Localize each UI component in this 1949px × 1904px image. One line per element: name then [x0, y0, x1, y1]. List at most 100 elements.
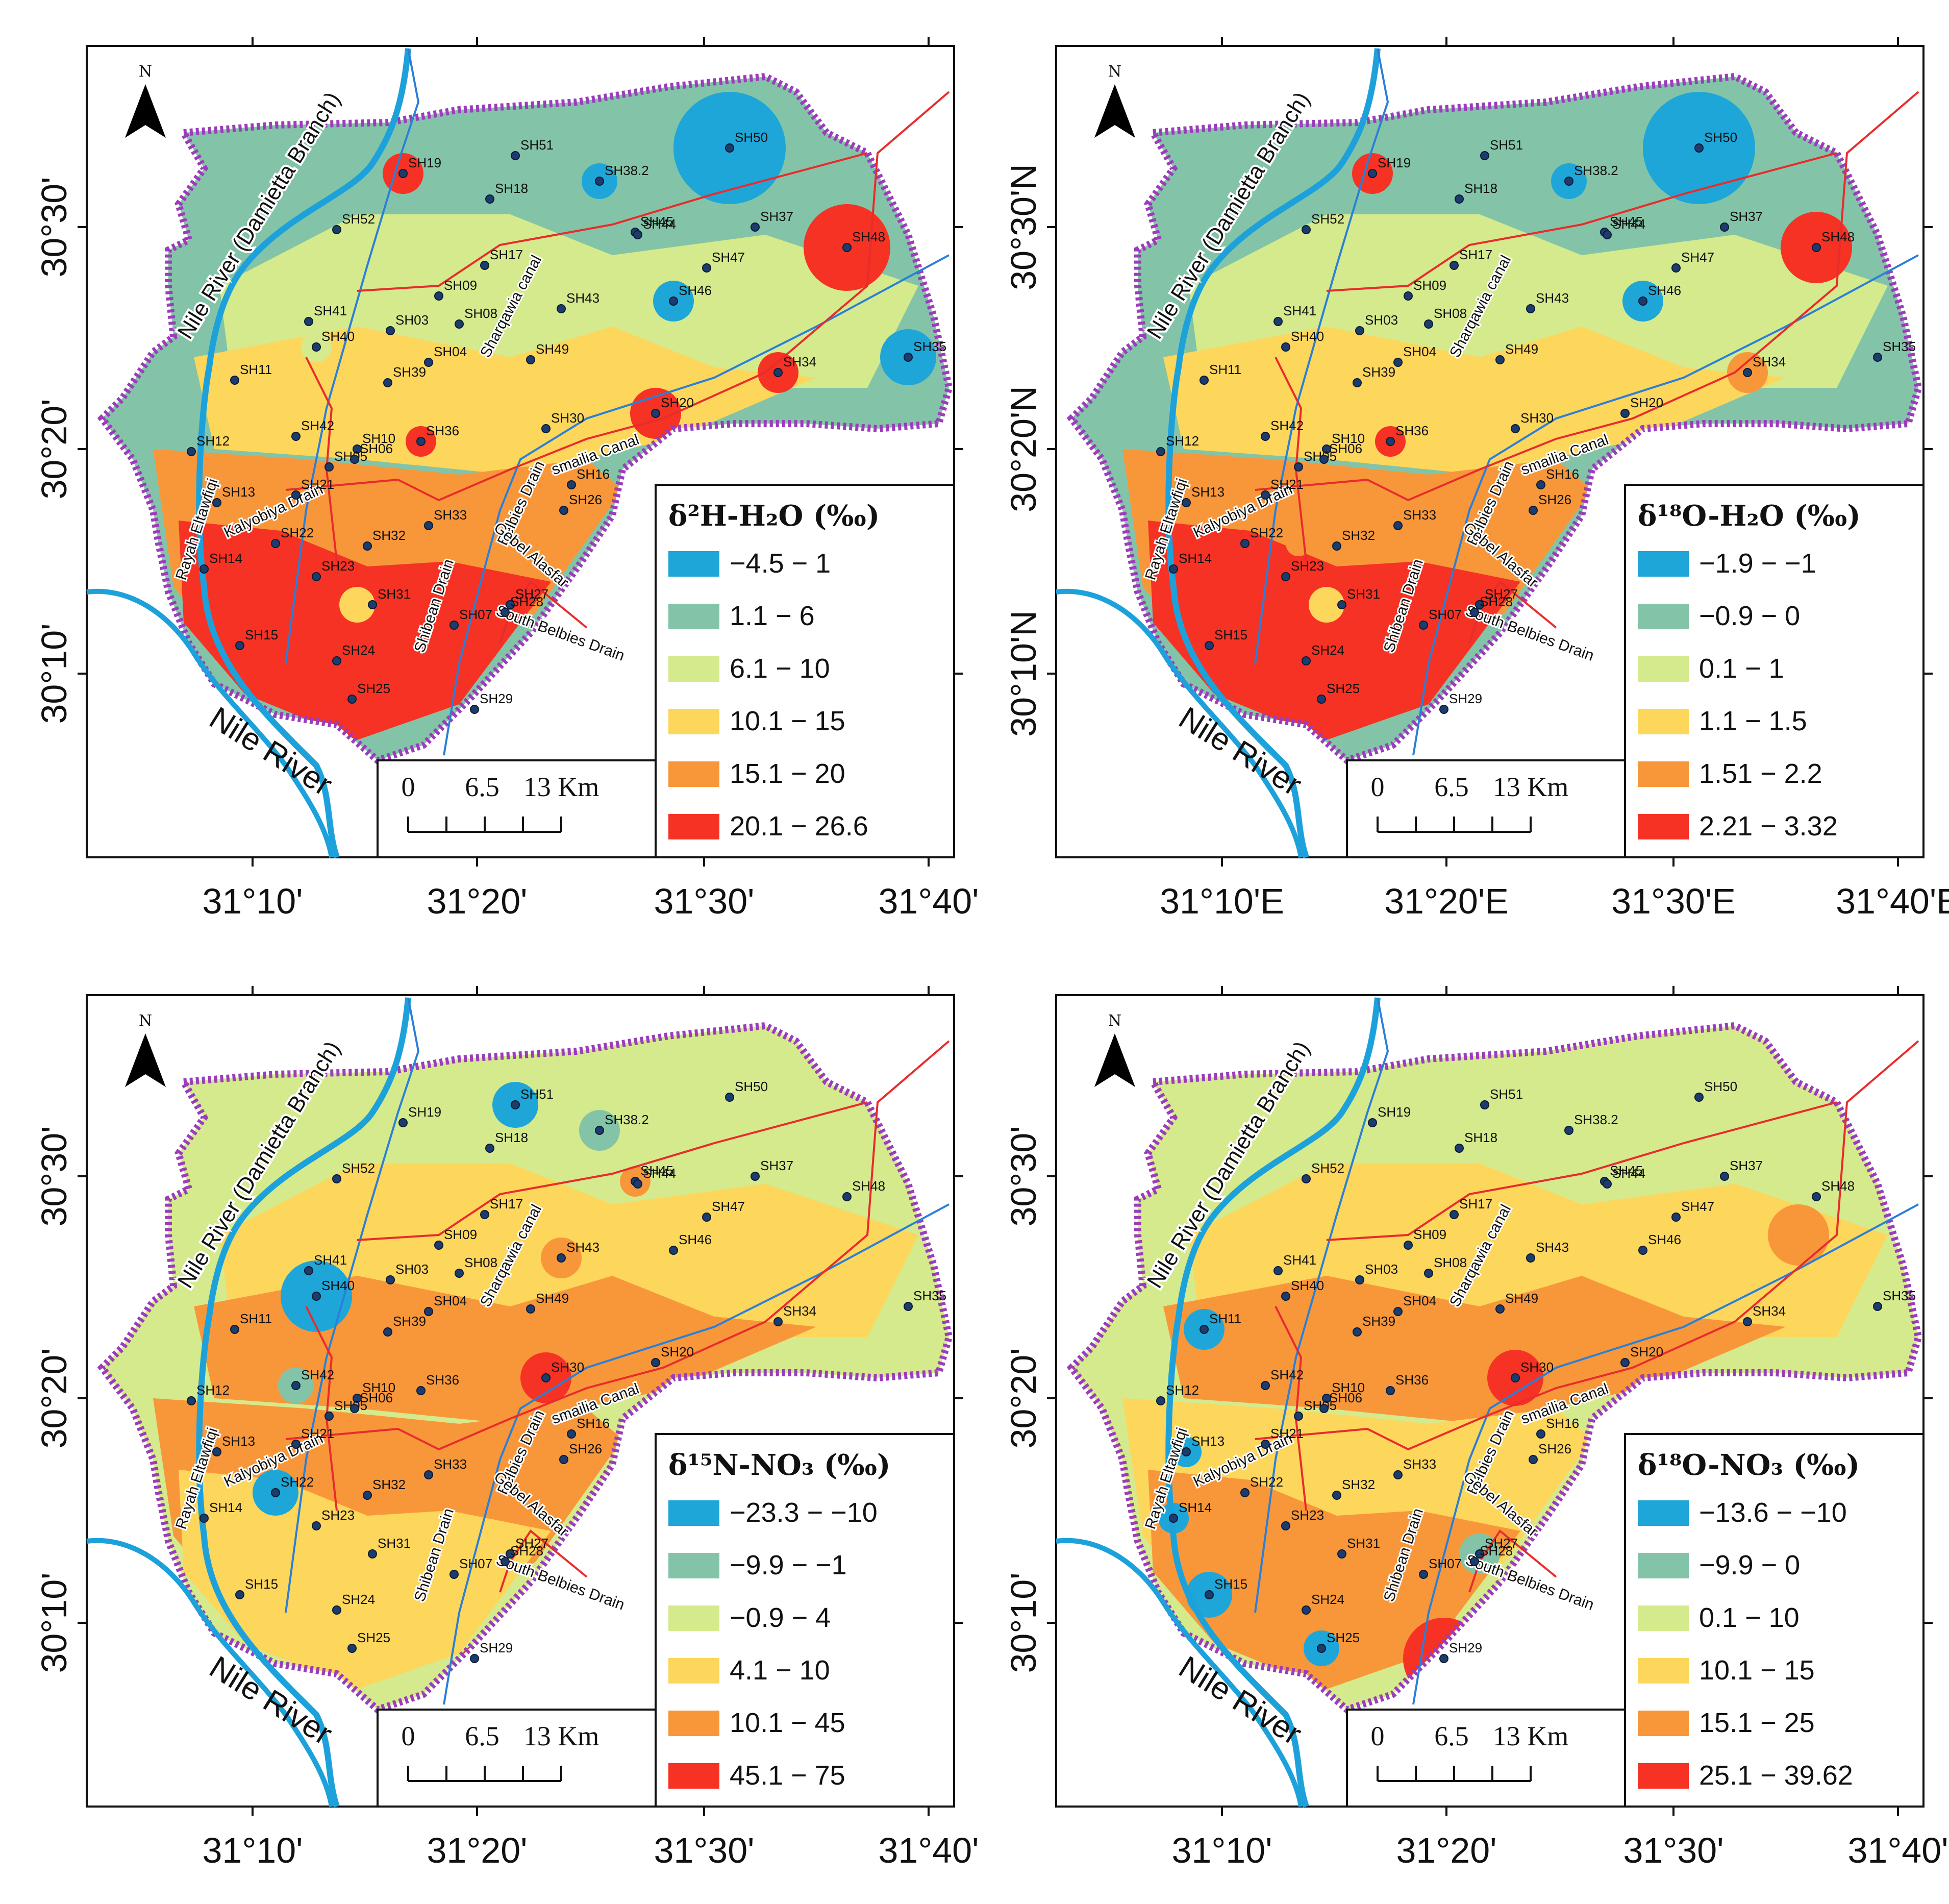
- site-marker[interactable]: [1475, 1549, 1484, 1559]
- site-marker[interactable]: [449, 1570, 459, 1579]
- site-marker[interactable]: [1294, 1412, 1303, 1421]
- site-marker[interactable]: [187, 447, 196, 456]
- site-marker[interactable]: [1302, 656, 1311, 665]
- site-marker[interactable]: [398, 169, 408, 178]
- site-marker[interactable]: [230, 376, 239, 385]
- site-marker[interactable]: [1536, 480, 1545, 489]
- site-marker[interactable]: [212, 498, 221, 507]
- site-marker[interactable]: [1480, 1100, 1489, 1109]
- site-marker[interactable]: [1302, 225, 1311, 234]
- site-marker[interactable]: [1526, 1253, 1535, 1263]
- site-marker[interactable]: [424, 1470, 433, 1479]
- site-marker[interactable]: [1205, 641, 1214, 650]
- site-marker[interactable]: [199, 564, 209, 574]
- site-marker[interactable]: [386, 1275, 395, 1284]
- site-marker[interactable]: [1620, 1358, 1630, 1367]
- site-marker[interactable]: [350, 1404, 359, 1413]
- site-marker[interactable]: [1319, 1404, 1329, 1413]
- site-marker[interactable]: [595, 177, 604, 186]
- site-marker[interactable]: [312, 572, 321, 581]
- site-marker[interactable]: [470, 705, 479, 714]
- site-marker[interactable]: [455, 319, 464, 329]
- site-marker[interactable]: [416, 437, 426, 446]
- site-marker[interactable]: [1294, 462, 1303, 472]
- site-marker[interactable]: [1261, 1440, 1270, 1449]
- site-marker[interactable]: [511, 1100, 520, 1109]
- site-marker[interactable]: [480, 261, 489, 270]
- site-marker[interactable]: [1743, 1317, 1752, 1326]
- site-marker[interactable]: [332, 1605, 341, 1615]
- site-marker[interactable]: [324, 1412, 334, 1421]
- site-marker[interactable]: [1322, 444, 1331, 454]
- site-marker[interactable]: [1812, 243, 1821, 252]
- site-marker[interactable]: [304, 1266, 313, 1275]
- site-marker[interactable]: [773, 368, 783, 377]
- site-marker[interactable]: [1450, 261, 1459, 270]
- site-marker[interactable]: [506, 1549, 515, 1559]
- site-marker[interactable]: [1281, 1292, 1290, 1301]
- site-marker[interactable]: [332, 656, 341, 665]
- site-marker[interactable]: [1393, 1470, 1403, 1479]
- site-marker[interactable]: [1873, 1302, 1882, 1311]
- site-marker[interactable]: [633, 230, 642, 239]
- site-marker[interactable]: [1368, 169, 1377, 178]
- site-marker[interactable]: [353, 444, 362, 454]
- site-marker[interactable]: [1200, 1325, 1209, 1334]
- site-marker[interactable]: [1386, 1386, 1395, 1395]
- site-marker[interactable]: [1455, 1144, 1464, 1153]
- site-marker[interactable]: [1169, 1514, 1178, 1523]
- site-marker[interactable]: [485, 194, 494, 204]
- site-marker[interactable]: [1638, 296, 1647, 306]
- site-marker[interactable]: [1205, 1590, 1214, 1599]
- site-marker[interactable]: [559, 506, 568, 515]
- site-marker[interactable]: [1480, 151, 1489, 160]
- site-marker[interactable]: [1495, 355, 1505, 364]
- site-marker[interactable]: [332, 225, 341, 234]
- site-marker[interactable]: [1439, 705, 1448, 714]
- site-marker[interactable]: [1261, 1381, 1270, 1390]
- site-marker[interactable]: [199, 1514, 209, 1523]
- site-marker[interactable]: [526, 355, 535, 364]
- site-marker[interactable]: [633, 1179, 642, 1189]
- site-marker[interactable]: [751, 1172, 760, 1181]
- site-marker[interactable]: [1169, 564, 1178, 574]
- site-marker[interactable]: [1355, 1275, 1364, 1284]
- site-marker[interactable]: [773, 1317, 783, 1326]
- site-marker[interactable]: [1470, 608, 1479, 617]
- site-marker[interactable]: [904, 353, 913, 362]
- site-marker[interactable]: [567, 1429, 576, 1439]
- site-marker[interactable]: [506, 600, 515, 609]
- site-marker[interactable]: [1424, 319, 1433, 329]
- site-marker[interactable]: [1873, 353, 1882, 362]
- site-marker[interactable]: [187, 1396, 196, 1405]
- site-marker[interactable]: [1302, 1605, 1311, 1615]
- site-marker[interactable]: [1475, 600, 1484, 609]
- site-marker[interactable]: [1240, 539, 1250, 548]
- site-marker[interactable]: [1470, 1557, 1479, 1566]
- site-marker[interactable]: [434, 291, 443, 301]
- site-marker[interactable]: [1529, 1455, 1538, 1464]
- site-marker[interactable]: [725, 143, 734, 153]
- site-marker[interactable]: [1273, 317, 1283, 326]
- site-marker[interactable]: [1564, 177, 1573, 186]
- site-marker[interactable]: [1302, 1174, 1311, 1183]
- site-marker[interactable]: [1281, 1521, 1290, 1530]
- site-marker[interactable]: [1273, 1266, 1283, 1275]
- site-marker[interactable]: [1603, 1179, 1612, 1189]
- site-marker[interactable]: [332, 1174, 341, 1183]
- site-marker[interactable]: [1393, 1307, 1403, 1316]
- site-marker[interactable]: [1319, 455, 1329, 464]
- site-marker[interactable]: [511, 151, 520, 160]
- site-marker[interactable]: [842, 243, 852, 252]
- site-marker[interactable]: [1511, 1373, 1520, 1382]
- site-marker[interactable]: [1424, 1269, 1433, 1278]
- site-marker[interactable]: [1386, 437, 1395, 446]
- site-marker[interactable]: [1526, 304, 1535, 313]
- site-marker[interactable]: [1281, 572, 1290, 581]
- site-marker[interactable]: [347, 695, 357, 704]
- site-marker[interactable]: [842, 1192, 852, 1201]
- site-marker[interactable]: [1694, 143, 1704, 153]
- site-marker[interactable]: [541, 1373, 551, 1382]
- site-marker[interactable]: [1536, 1429, 1545, 1439]
- site-marker[interactable]: [1332, 1491, 1341, 1500]
